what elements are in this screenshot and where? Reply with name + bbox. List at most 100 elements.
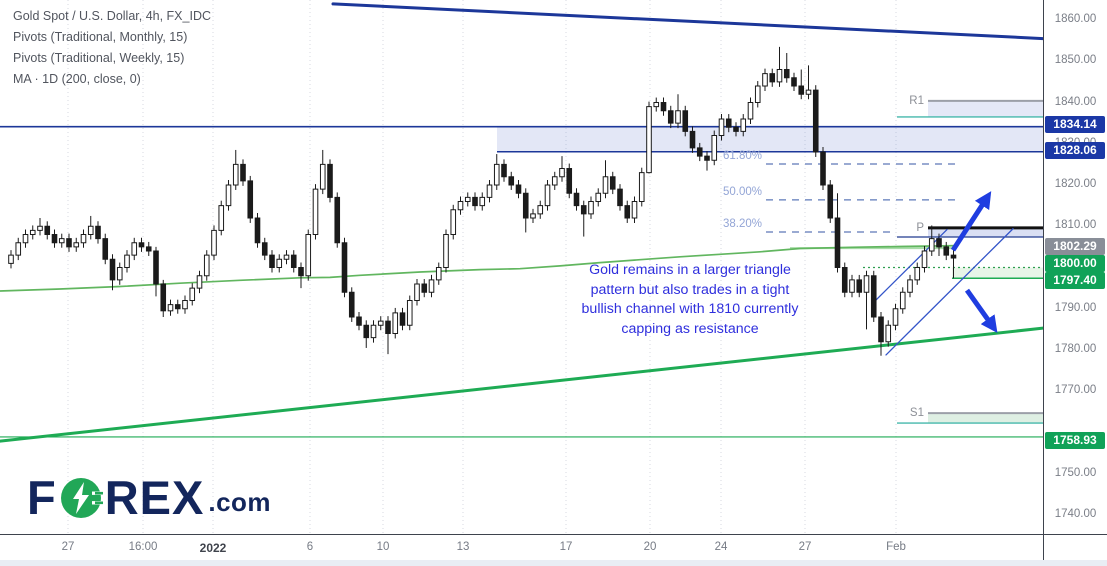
candle xyxy=(51,229,58,248)
candle xyxy=(653,97,660,112)
candle xyxy=(44,221,51,240)
candle xyxy=(696,142,703,162)
candle xyxy=(943,241,950,261)
candle xyxy=(820,147,826,190)
channel-lower-line[interactable] xyxy=(885,228,1014,356)
candle-body xyxy=(232,163,239,186)
bullish-arrow[interactable] xyxy=(950,191,992,252)
candle xyxy=(247,175,254,223)
candle xyxy=(776,46,783,87)
candle-body xyxy=(733,126,739,132)
candle xyxy=(493,154,500,190)
candle-body xyxy=(22,234,29,244)
candle-body xyxy=(646,106,652,174)
candle xyxy=(537,200,544,219)
candle-body xyxy=(776,69,783,83)
support-zone-1797-1800 xyxy=(952,267,1043,279)
legend-ma[interactable]: MA · 1D (200, close, 0) xyxy=(13,72,141,86)
candle-body xyxy=(522,192,529,219)
candle-body xyxy=(689,130,696,149)
price-tick-label: 1750.00 xyxy=(1054,466,1097,479)
price-badge: 1800.00 xyxy=(1045,254,1105,272)
candle xyxy=(334,192,341,248)
candle-body xyxy=(870,275,877,318)
candle xyxy=(109,254,116,291)
candle xyxy=(609,171,616,195)
candle-body xyxy=(530,213,536,219)
bearish-arrow[interactable] xyxy=(964,288,998,333)
candle-body xyxy=(261,242,268,256)
candle xyxy=(348,287,355,322)
zones xyxy=(497,100,1043,424)
candle-body xyxy=(341,242,348,293)
candle-body xyxy=(167,304,174,312)
candle xyxy=(522,188,529,233)
candle xyxy=(8,250,14,269)
price-badge: 1828.06 xyxy=(1045,141,1105,159)
candle-body xyxy=(595,192,602,203)
time-tick-label: 10 xyxy=(376,541,390,553)
candle-body xyxy=(653,102,660,108)
candle-body xyxy=(791,77,797,87)
pivot-label-s1: S1 xyxy=(910,407,924,419)
candle xyxy=(312,184,319,240)
candle-body xyxy=(240,163,246,182)
price-tick-label: 1820.00 xyxy=(1054,178,1097,190)
legend-pivots-monthly[interactable]: Pivots (Traditional, Monthly, 15) xyxy=(13,30,188,44)
candle xyxy=(385,316,391,355)
price-tick-label: 1850.00 xyxy=(1054,54,1097,67)
legend-symbol[interactable]: Gold Spot / U.S. Dollar, 4h, FX_IDC xyxy=(13,9,211,23)
candle-body xyxy=(450,209,457,236)
candle-body xyxy=(464,196,471,203)
candle xyxy=(261,237,268,261)
candle xyxy=(892,303,899,331)
candle-body xyxy=(588,201,594,215)
candle xyxy=(718,114,725,141)
candle xyxy=(283,250,290,265)
candle xyxy=(805,65,812,100)
candle-body xyxy=(638,172,645,203)
price-axis[interactable]: 1860.001850.001840.001830.001820.001810.… xyxy=(1044,0,1107,534)
axis-separator xyxy=(1043,0,1044,560)
candle xyxy=(232,149,239,190)
candle xyxy=(225,180,232,211)
candle xyxy=(211,225,217,261)
candle xyxy=(450,204,457,240)
price-chart[interactable]: 61.80% 50.00% 38.20% R1 P S1 xyxy=(0,0,1043,534)
candle xyxy=(138,237,145,252)
candle-body xyxy=(189,287,196,302)
triangle-upper-trendline[interactable] xyxy=(331,2,1043,41)
candle xyxy=(921,246,928,273)
candle-body xyxy=(73,242,80,248)
price-tick-label: 1740.00 xyxy=(1054,508,1097,520)
legend-pivots-weekly[interactable]: Pivots (Traditional, Weekly, 15) xyxy=(13,51,185,65)
candle-body xyxy=(145,246,152,252)
candle xyxy=(29,225,36,240)
candle-body xyxy=(928,238,935,252)
candle-body xyxy=(812,89,819,153)
candle xyxy=(544,180,551,211)
forex-logo-o-icon xyxy=(59,476,103,520)
analyst-note-text[interactable]: Gold remains in a larger triangle patter… xyxy=(581,262,799,337)
candle xyxy=(73,237,80,252)
time-axis[interactable]: 27 16:00 2022 6 10 13 17 20 24 27 Feb xyxy=(0,534,1107,560)
candle-body xyxy=(348,291,355,318)
candle xyxy=(15,237,22,261)
triangle-lower-trendline[interactable] xyxy=(0,326,1043,443)
candle xyxy=(834,193,841,273)
candle-body xyxy=(508,176,515,186)
channel-upper-line[interactable] xyxy=(872,228,948,304)
time-tick-label: 6 xyxy=(306,541,314,553)
time-tick-label: 20 xyxy=(643,541,657,553)
candle-body xyxy=(305,234,312,277)
candle-body xyxy=(392,312,399,335)
candle-body xyxy=(102,238,109,260)
candle xyxy=(356,312,362,331)
bottom-strip xyxy=(0,560,1107,566)
candle xyxy=(58,233,65,248)
candle xyxy=(479,192,486,211)
candle-body xyxy=(580,205,587,215)
candle-body xyxy=(718,118,725,137)
candle xyxy=(203,250,210,281)
time-tick-label: 13 xyxy=(456,541,470,553)
